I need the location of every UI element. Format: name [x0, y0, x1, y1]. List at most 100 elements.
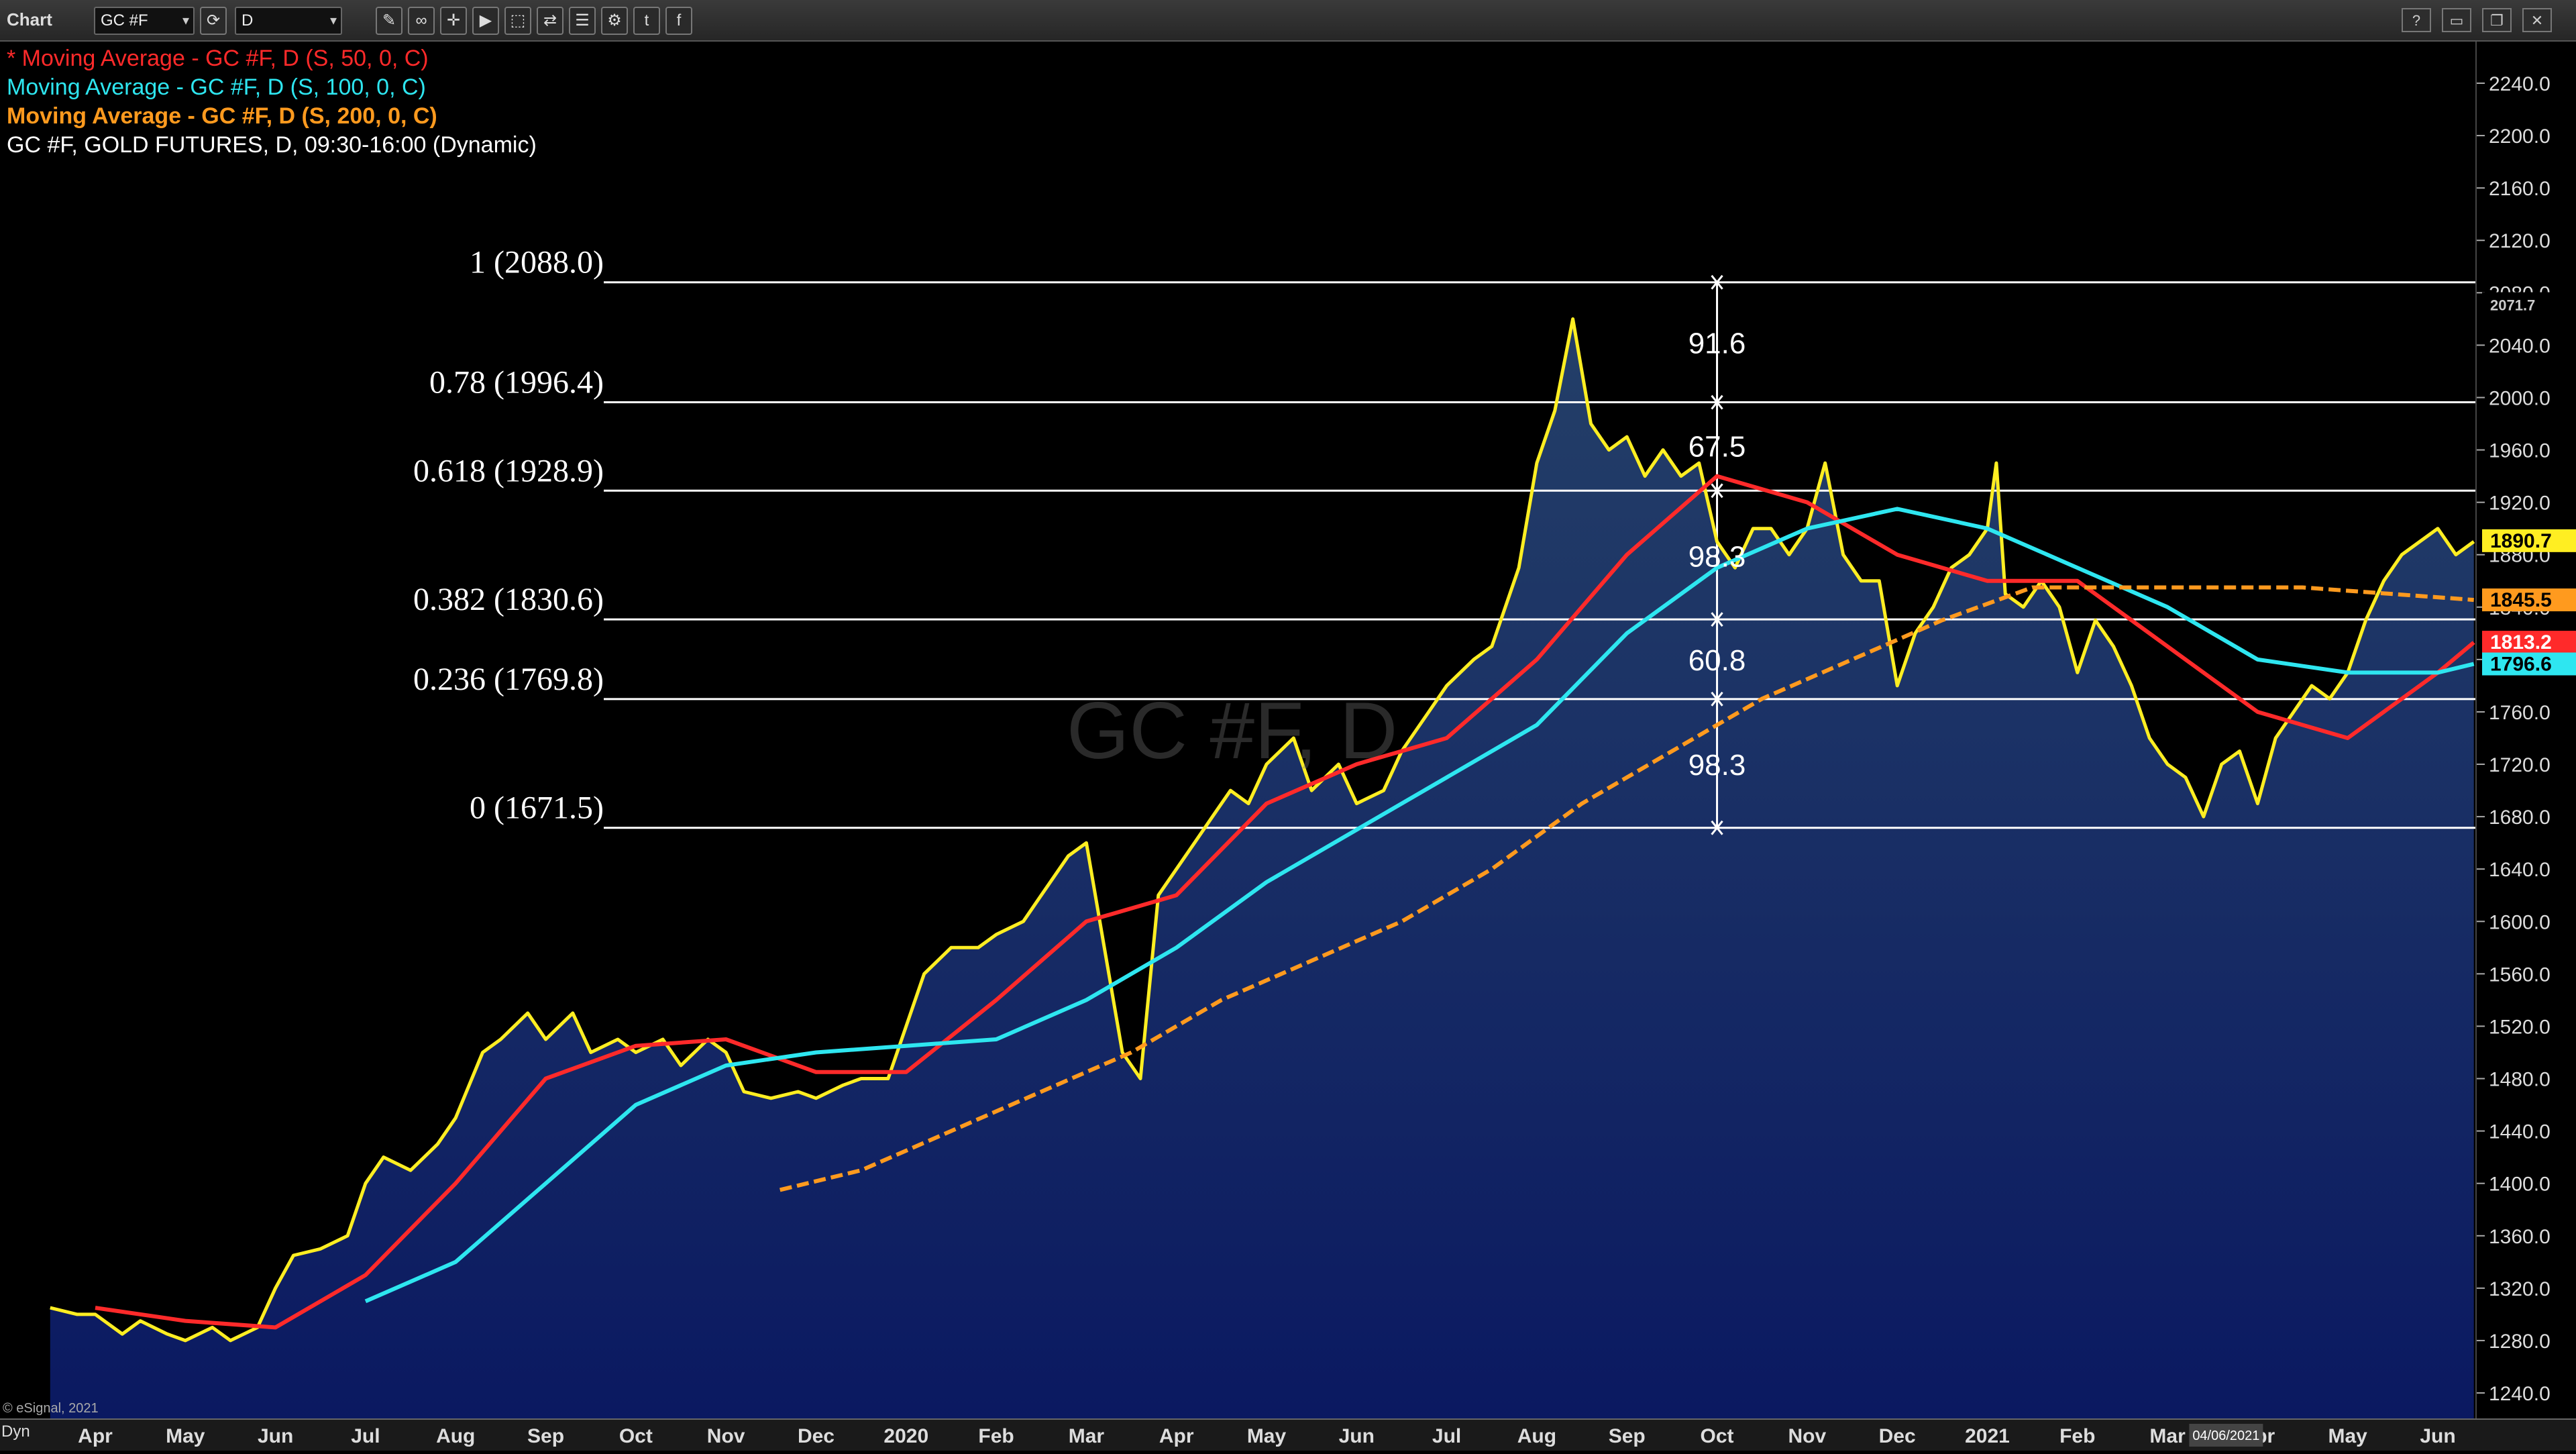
y-tick-label: 1720.0: [2489, 754, 2551, 776]
x-tick-label: Mar: [2149, 1425, 2186, 1447]
twitter-icon[interactable]: t: [633, 7, 660, 35]
x-tick-label: Jun: [258, 1425, 293, 1447]
date-cursor-label: 04/06/2021: [2192, 1429, 2259, 1443]
share-icon[interactable]: ⇄: [537, 7, 564, 35]
fib-segment-label: 67.5: [1688, 431, 1746, 464]
x-tick-label: 2020: [883, 1425, 928, 1447]
series-line-3[interactable]: [779, 585, 2474, 1192]
watermark: GC #F, D: [1067, 686, 1398, 776]
y-tick-label: 1320.0: [2489, 1278, 2551, 1300]
x-tick-label: 2021: [1965, 1425, 2010, 1447]
price-axis[interactable]: 1240.0 1280.0 1320.0 1360.0 1400.0 1440.0 1480…: [2475, 42, 2576, 1418]
legend-ma200[interactable]: Moving Average - GC #F, D (S, 200, 0, C): [7, 103, 437, 129]
dynamic-mode-button[interactable]: Dyn: [1, 1422, 30, 1441]
settings-icon[interactable]: ⚙: [601, 7, 628, 35]
x-tick-label: Nov: [1788, 1425, 1827, 1447]
y-tick-label: 1920.0: [2489, 492, 2551, 515]
fib-segment-label: 60.8: [1688, 644, 1746, 677]
drawing-tool-icon[interactable]: ⬚: [504, 7, 531, 35]
x-tick-label: Apr: [1159, 1425, 1194, 1447]
cursor-icon[interactable]: ✛: [440, 7, 467, 35]
x-tick-label: Sep: [1609, 1425, 1646, 1447]
legend-ma100[interactable]: Moving Average - GC #F, D (S, 100, 0, C): [7, 74, 426, 100]
copyright: © eSignal, 2021: [3, 1401, 99, 1416]
fib-level-label: 1 (2088.0): [470, 245, 604, 280]
price-badge-label: 1813.2: [2490, 631, 2552, 654]
fib-arrow: [1711, 691, 1723, 707]
price-badge-label: 1845.5: [2490, 589, 2552, 611]
price-badge-label: 1890.7: [2490, 530, 2552, 552]
price-badge: 1845.5: [2482, 588, 2576, 612]
x-tick-label: Sep: [527, 1425, 564, 1447]
x-tick-label: Feb: [2059, 1425, 2095, 1447]
x-tick-label: Aug: [436, 1425, 475, 1447]
layout-icon[interactable]: ☰: [569, 7, 596, 35]
x-tick-label: Dec: [1879, 1425, 1916, 1447]
fib-arrow: [1711, 274, 1723, 290]
facebook-icon[interactable]: f: [665, 7, 692, 35]
toolbar: Chart GC #F ▾ ⟳ D ▾ ✎ ∞ ✛ ▶ ⬚ ⇄ ☰ ⚙ t f …: [0, 0, 2576, 42]
restore-icon[interactable]: ❐: [2482, 8, 2512, 32]
y-tick-label: 1960.0: [2489, 440, 2551, 462]
y-tick-label: 1240.0: [2489, 1383, 2551, 1405]
fib-level-label: 0.382 (1830.6): [413, 582, 604, 617]
fib-segment-label: 91.6: [1688, 327, 1746, 360]
series-line-2[interactable]: [364, 507, 2475, 1304]
y-tick-label: 2120.0: [2489, 230, 2551, 252]
y-tick-label: 1560.0: [2489, 964, 2551, 986]
fib-segment-label: 98.3: [1688, 541, 1746, 574]
x-tick-label: Nov: [707, 1425, 745, 1447]
x-tick-label: Mar: [1069, 1425, 1105, 1447]
y-tick-label: 2240.0: [2489, 73, 2551, 95]
fib-segment-label: 98.3: [1688, 749, 1746, 782]
chevron-down-icon: ▾: [182, 13, 189, 28]
help-icon[interactable]: ?: [2402, 8, 2431, 32]
price-badge: 1813.2: [2482, 631, 2576, 654]
close-icon[interactable]: ✕: [2522, 8, 2552, 32]
play-icon[interactable]: ▶: [472, 7, 499, 35]
y-tick-label: 1400.0: [2489, 1174, 2551, 1196]
y-tick-label: 2200.0: [2489, 125, 2551, 148]
y-tick-label: 2000.0: [2489, 387, 2551, 409]
price-badge-bg: [2482, 652, 2576, 676]
symbol-combo[interactable]: GC #F ▾: [94, 7, 195, 35]
x-tick-label: May: [2328, 1425, 2368, 1447]
refresh-icon[interactable]: ⟳: [200, 7, 227, 35]
time-axis[interactable]: Apr May Jun Jul Aug Sep Oct Nov Dec 2020 Feb Mar Apr…: [0, 1418, 2576, 1451]
x-tick-label: Dec: [798, 1425, 835, 1447]
price-badge-bg: [2482, 588, 2576, 612]
y-tick-label: 1600.0: [2489, 911, 2551, 933]
fib-arrow: [1711, 612, 1723, 627]
series-line-1[interactable]: [95, 474, 2475, 1330]
price-badge-bg: [2482, 631, 2576, 654]
interval-combo[interactable]: D ▾: [235, 7, 342, 35]
chart-plot[interactable]: 1 (2088.0) 0.78 (1996.4) 0.618 (1928.9) 0.3…: [0, 42, 2576, 1418]
chevron-down-icon: ▾: [329, 13, 337, 28]
fib-arrow: [1711, 820, 1723, 835]
legend: * Moving Average - GC #F, D (S, 50, 0, C…: [7, 44, 537, 160]
price-badge: 2071.7: [2482, 292, 2576, 315]
fib-level-label: 0.236 (1769.8): [413, 662, 604, 697]
x-tick-label: Jul: [351, 1425, 380, 1447]
y-tick-label: 1680.0: [2489, 807, 2551, 829]
pencil-icon[interactable]: ✎: [376, 7, 402, 35]
y-tick-label: 1440.0: [2489, 1121, 2551, 1143]
legend-symbol[interactable]: GC #F, GOLD FUTURES, D, 09:30-16:00 (Dyn…: [7, 132, 537, 158]
minimize-icon[interactable]: ▭: [2442, 8, 2471, 32]
fib-level-label: 0.78 (1996.4): [429, 365, 604, 401]
price-badge: 1890.7: [2482, 529, 2576, 552]
fib-arrow: [1711, 483, 1723, 499]
x-tick-label: Apr: [78, 1425, 113, 1447]
series-line-0[interactable]: [50, 317, 2475, 1343]
x-tick-label: Aug: [1517, 1425, 1556, 1447]
x-tick-label: Oct: [619, 1425, 653, 1447]
y-tick-label: 1520.0: [2489, 1016, 2551, 1038]
x-tick-label: Feb: [978, 1425, 1014, 1447]
y-tick-label: 1280.0: [2489, 1331, 2551, 1353]
link-icon[interactable]: ∞: [408, 7, 435, 35]
x-tick-label: Jun: [2420, 1425, 2455, 1447]
fib-level-label: 0.618 (1928.9): [413, 453, 604, 488]
legend-ma50[interactable]: * Moving Average - GC #F, D (S, 50, 0, C…: [7, 46, 429, 71]
y-tick-label: 1480.0: [2489, 1069, 2551, 1091]
symbol-value: GC #F: [101, 11, 148, 30]
